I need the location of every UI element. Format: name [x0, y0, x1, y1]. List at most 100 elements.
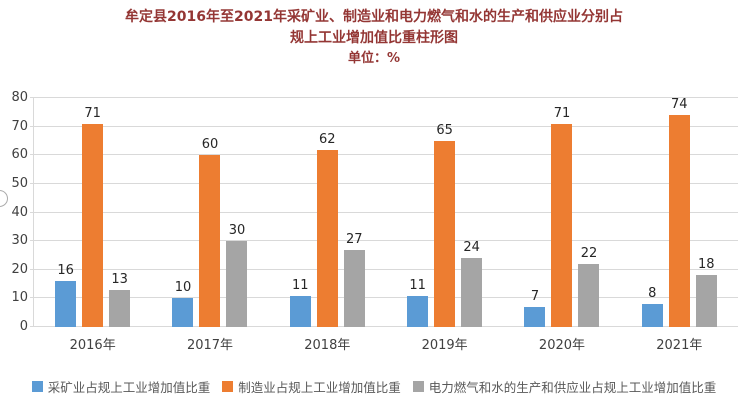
legend: 采矿业占规上工业增加值比重 制造业占规上工业增加值比重 电力燃气和水的生产和供应业占…	[0, 377, 748, 396]
bar-column: 8	[641, 286, 663, 327]
bar-value-label: 22	[580, 246, 598, 262]
bar-column: 62	[316, 131, 338, 327]
bar	[316, 149, 338, 327]
gridline	[30, 125, 738, 127]
gridline	[30, 240, 738, 242]
bar	[524, 306, 546, 327]
x-axis-tick-label: 2016年	[69, 338, 116, 353]
bar-column: 60	[199, 137, 221, 327]
bar-value-label: 60	[201, 137, 219, 153]
bars-layer: 16 71 13 10 60 30 11 62 27 11 65 24 7 71 22 8 74 18	[34, 97, 738, 327]
legend-swatch-icon	[31, 381, 43, 392]
legend-swatch-icon	[412, 381, 424, 392]
bar	[199, 155, 221, 327]
legend-item: 采矿业占规上工业增加值比重	[31, 377, 211, 396]
bar-value-label: 11	[409, 277, 426, 293]
gridline	[30, 297, 738, 299]
bar-value-label: 30	[228, 223, 246, 239]
y-axis-tick-label: 80	[11, 90, 28, 105]
bar-value-label: 27	[346, 231, 363, 247]
legend-item: 制造业占规上工业增加值比重	[222, 377, 401, 396]
bar	[551, 123, 573, 327]
bar	[109, 289, 131, 327]
bar-column: 11	[289, 277, 311, 327]
chart-title-line1: 牟定县2016年至2021年采矿业、制造业和电力燃气和水的生产和供应业分别占	[125, 9, 623, 25]
legend-swatch-icon	[222, 381, 234, 392]
gridline	[30, 154, 738, 156]
bar-group-2019年: 11 65 24	[386, 98, 503, 327]
bar-group-2021年: 8 74 18	[621, 97, 738, 327]
bar-value-label: 8	[648, 286, 657, 302]
bar	[434, 140, 456, 327]
bar-value-label: 10	[174, 280, 192, 296]
y-axis-tick-label: 10	[11, 290, 28, 306]
gridline	[30, 268, 738, 270]
bar-value-label: 18	[698, 257, 715, 273]
bar	[461, 258, 483, 327]
bar-value-label: 13	[111, 271, 128, 287]
bar-value-label: 74	[671, 97, 688, 113]
bar-column: 22	[578, 246, 600, 327]
bar	[407, 295, 429, 327]
plot-area: 0 10 20 30 40 50 60 70 80 16 71 13 10 60 30 11 62 27 11 65…	[11, 90, 738, 353]
chart-title-line2: 规上工业增加值比重柱形图	[290, 30, 458, 46]
y-axis-tick-label: 50	[11, 175, 28, 191]
bar-value-label: 11	[292, 277, 309, 293]
bar-group-2017年: 10 60 30	[151, 98, 268, 327]
bar-column: 18	[695, 257, 717, 327]
y-axis-tick-label: 40	[11, 204, 28, 220]
bar	[82, 123, 104, 327]
bar-column: 24	[461, 240, 483, 327]
bar-value-label: 71	[553, 105, 571, 121]
bar	[343, 249, 365, 327]
legend-label: 制造业占规上工业增加值比重	[238, 380, 401, 395]
bar-value-label: 62	[319, 131, 336, 147]
y-axis-tick-label: 0	[19, 319, 28, 334]
bar-column: 27	[343, 231, 365, 327]
bar	[55, 281, 77, 327]
bar	[226, 241, 248, 327]
y-axis-tick-label: 70	[11, 118, 28, 134]
bar	[578, 264, 600, 327]
bar-column: 71	[551, 105, 573, 327]
bar-group-2020年: 7 71 22	[503, 98, 620, 327]
bar-value-label: 7	[530, 288, 540, 304]
x-axis-tick-label: 2018年	[304, 338, 351, 353]
legend-label: 电力燃气和水的生产和供应业占规上工业增加值比重	[428, 380, 717, 395]
bar	[172, 298, 194, 327]
y-axis-tick-label: 20	[11, 261, 28, 277]
bar-column: 10	[172, 280, 194, 327]
x-axis-tick-label: 2019年	[421, 338, 468, 353]
bar	[695, 275, 717, 327]
bar-column: 11	[407, 277, 429, 327]
bar-column: 71	[82, 105, 104, 327]
bar-group-2018年: 11 62 27	[269, 98, 386, 327]
gridline	[30, 326, 738, 327]
bar-value-label: 71	[84, 105, 101, 121]
chart-unit-label: 单位：%	[347, 51, 401, 66]
bar-value-label: 16	[57, 263, 74, 279]
x-axis-tick-label: 2020年	[538, 338, 586, 353]
y-axis-tick-label: 30	[11, 233, 28, 249]
legend-item: 电力燃气和水的生产和供应业占规上工业增加值比重	[412, 377, 717, 396]
y-axis-tick-label: 60	[11, 147, 28, 163]
gridline	[30, 97, 738, 98]
x-axis-tick-labels: 2016年 2017年 2018年 2019年 2020年 2021年	[34, 334, 738, 353]
bar	[641, 304, 663, 327]
gridline	[30, 182, 738, 184]
bar-column: 16	[55, 263, 77, 327]
bar	[289, 295, 311, 327]
legend-label: 采矿业占规上工业增加值比重	[47, 380, 211, 395]
x-axis-tick-label: 2017年	[186, 338, 234, 353]
bar-column: 30	[226, 223, 248, 327]
bar-column: 13	[109, 271, 131, 327]
bar	[668, 115, 690, 327]
x-axis-tick-label: 2021年	[656, 338, 703, 353]
bar-column: 7	[524, 288, 546, 327]
bar-column: 74	[668, 97, 690, 327]
gridline	[30, 211, 738, 213]
bar-group-2016年: 16 71 13	[34, 98, 151, 327]
bar-value-label: 65	[436, 122, 453, 138]
bar-column: 65	[434, 122, 456, 327]
